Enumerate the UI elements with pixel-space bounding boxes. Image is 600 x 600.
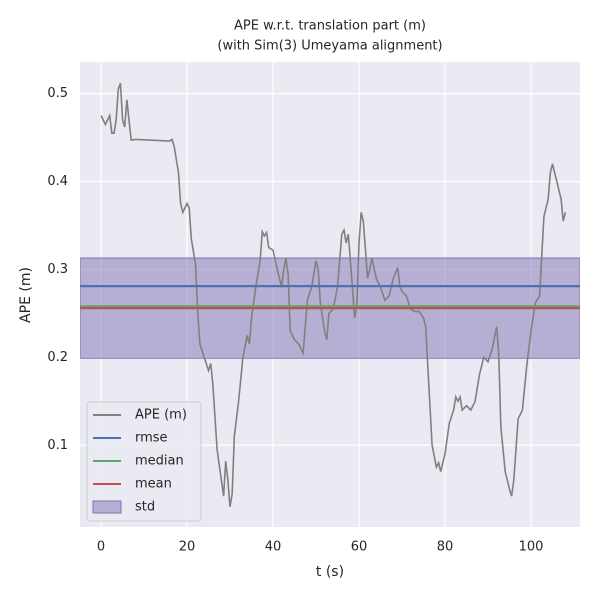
x-tick-label: 0 bbox=[97, 540, 105, 555]
chart-subtitle: (with Sim(3) Umeyama alignment) bbox=[217, 39, 442, 54]
y-tick-label: 0.5 bbox=[47, 86, 68, 101]
legend-label: std bbox=[135, 500, 155, 515]
x-tick-label: 100 bbox=[519, 540, 544, 555]
y-tick-label: 0.2 bbox=[47, 350, 68, 365]
x-tick-label: 20 bbox=[179, 540, 196, 555]
legend-box bbox=[86, 401, 202, 522]
y-axis-label: APE (m) bbox=[18, 267, 34, 323]
y-tick-label: 0.4 bbox=[47, 174, 68, 189]
legend-label: APE (m) bbox=[135, 408, 187, 423]
x-tick-label: 40 bbox=[265, 540, 282, 555]
x-tick-label: 60 bbox=[351, 540, 368, 555]
legend-label: median bbox=[135, 454, 184, 469]
y-tick-label: 0.1 bbox=[47, 438, 68, 453]
legend-label: mean bbox=[135, 477, 172, 492]
legend-swatch bbox=[92, 500, 122, 514]
legend-label: rmse bbox=[135, 431, 168, 446]
chart-title: APE w.r.t. translation part (m) bbox=[234, 19, 426, 34]
y-tick-label: 0.3 bbox=[47, 262, 68, 277]
x-axis-label: t (s) bbox=[316, 564, 344, 580]
x-tick-label: 80 bbox=[437, 540, 454, 555]
